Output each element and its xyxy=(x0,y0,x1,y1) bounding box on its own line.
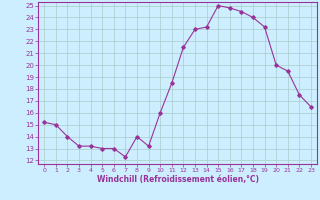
X-axis label: Windchill (Refroidissement éolien,°C): Windchill (Refroidissement éolien,°C) xyxy=(97,175,259,184)
